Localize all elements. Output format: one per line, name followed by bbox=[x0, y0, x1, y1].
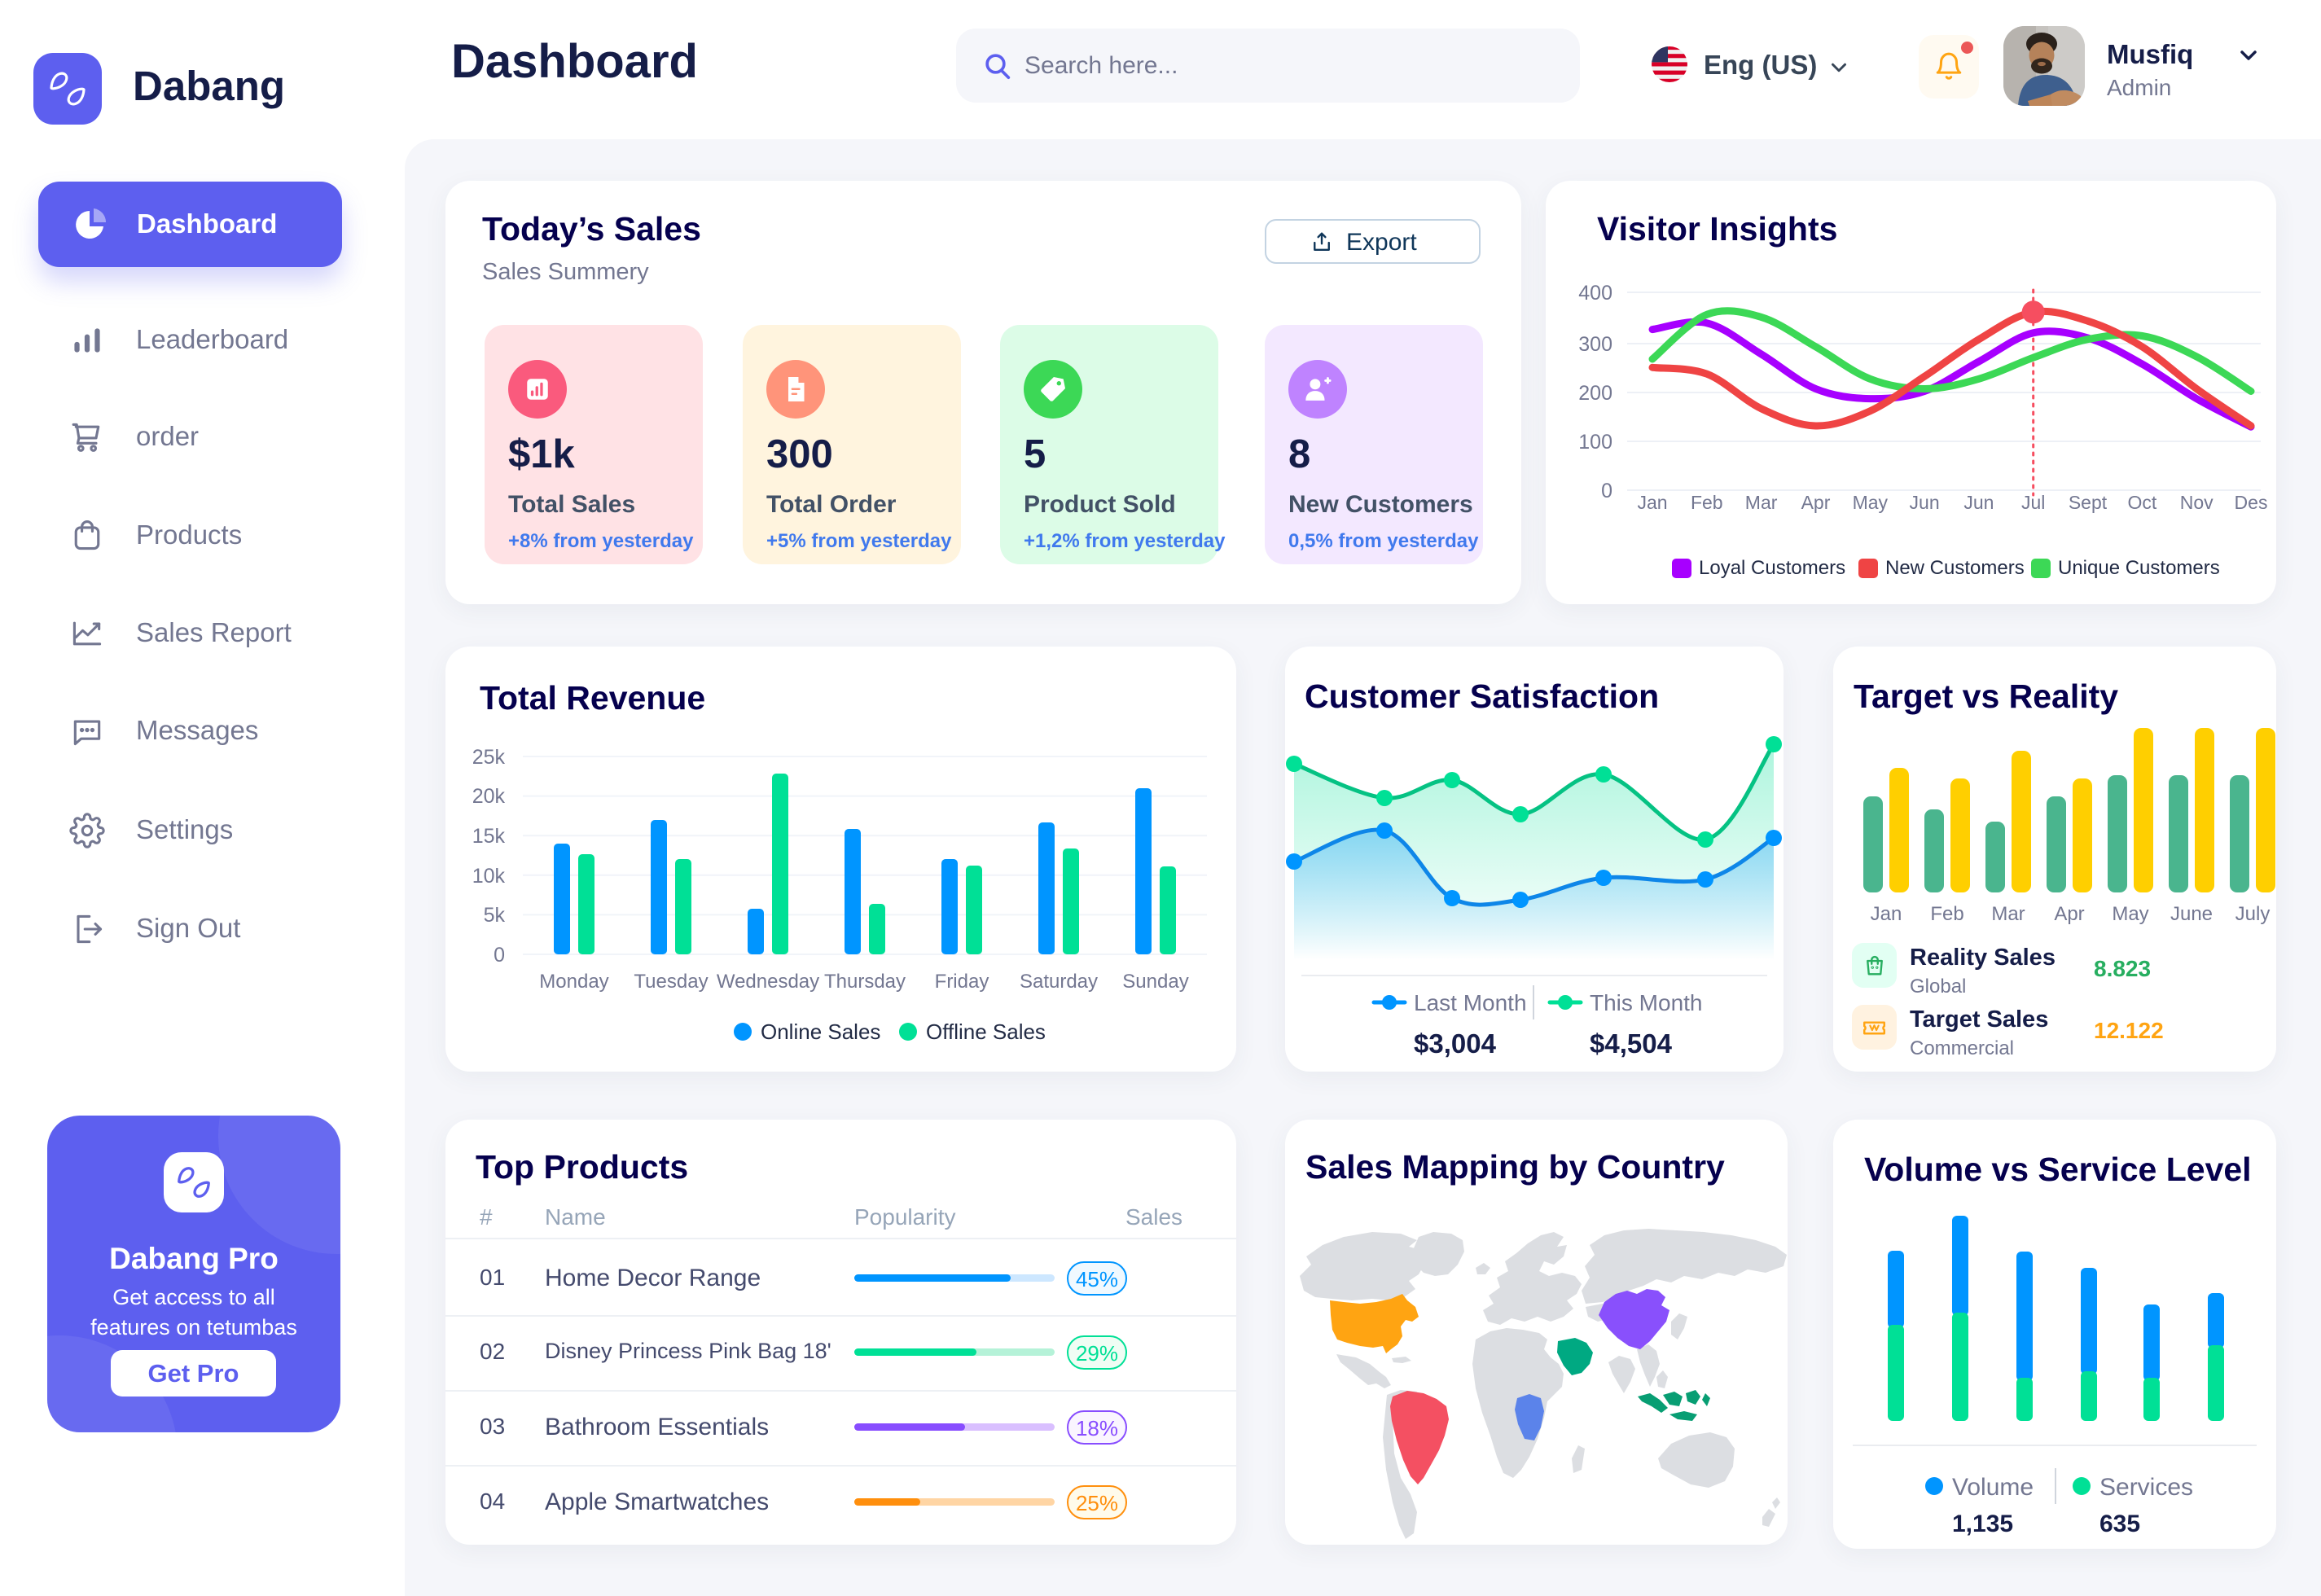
svg-text:$4,504: $4,504 bbox=[1590, 1028, 1673, 1059]
svg-text:Friday: Friday bbox=[935, 971, 989, 993]
svg-text:Jan: Jan bbox=[1871, 903, 1902, 925]
svg-text:Saturday: Saturday bbox=[1020, 971, 1098, 993]
svg-text:May: May bbox=[2112, 903, 2148, 925]
svg-text:1,135: 1,135 bbox=[1952, 1510, 2013, 1537]
svg-text:May: May bbox=[1853, 492, 1889, 513]
svg-text:Apr: Apr bbox=[1801, 492, 1831, 513]
svg-text:20k: 20k bbox=[472, 785, 506, 808]
svg-text:Mar: Mar bbox=[1745, 492, 1778, 513]
svg-text:100: 100 bbox=[1578, 431, 1612, 454]
svg-text:Offline Sales: Offline Sales bbox=[926, 1019, 1046, 1044]
svg-text:Sunday: Sunday bbox=[1122, 971, 1188, 993]
svg-text:200: 200 bbox=[1578, 382, 1612, 405]
svg-text:June: June bbox=[2170, 903, 2213, 925]
svg-text:Jan: Jan bbox=[1637, 492, 1667, 513]
svg-text:Last Month: Last Month bbox=[1414, 990, 1527, 1015]
svg-text:Unique Customers: Unique Customers bbox=[2058, 557, 2220, 579]
svg-text:5k: 5k bbox=[484, 904, 506, 927]
svg-text:15k: 15k bbox=[472, 825, 506, 848]
svg-text:Jun: Jun bbox=[1963, 492, 1994, 513]
svg-text:Mar: Mar bbox=[1991, 903, 2025, 925]
svg-text:This Month: This Month bbox=[1590, 990, 1703, 1015]
svg-text:0: 0 bbox=[1601, 480, 1612, 502]
svg-text:Loyal Customers: Loyal Customers bbox=[1699, 557, 1845, 579]
svg-text:25k: 25k bbox=[472, 746, 506, 769]
svg-text:Monday: Monday bbox=[539, 971, 608, 993]
svg-text:10k: 10k bbox=[472, 865, 506, 888]
svg-text:300: 300 bbox=[1578, 333, 1612, 356]
svg-text:Jun: Jun bbox=[1910, 492, 1940, 513]
svg-text:Sept: Sept bbox=[2069, 492, 2108, 513]
svg-text:Jul: Jul bbox=[2021, 492, 2045, 513]
svg-text:Tuesday: Tuesday bbox=[634, 971, 708, 993]
svg-text:Apr: Apr bbox=[2054, 903, 2084, 925]
svg-text:Feb: Feb bbox=[1691, 492, 1723, 513]
svg-text:Thursday: Thursday bbox=[824, 971, 906, 993]
svg-text:Services: Services bbox=[2099, 1474, 2193, 1501]
svg-text:0: 0 bbox=[494, 944, 505, 967]
svg-text:Nov: Nov bbox=[2180, 492, 2214, 513]
svg-text:$3,004: $3,004 bbox=[1414, 1028, 1497, 1059]
svg-text:400: 400 bbox=[1578, 282, 1612, 305]
svg-text:Oct: Oct bbox=[2128, 492, 2157, 513]
svg-text:Feb: Feb bbox=[1930, 903, 1963, 925]
svg-text:Online Sales: Online Sales bbox=[761, 1019, 880, 1044]
svg-text:July: July bbox=[2235, 903, 2271, 925]
svg-text:635: 635 bbox=[2099, 1510, 2140, 1537]
svg-text:Des: Des bbox=[2235, 492, 2268, 513]
svg-text:New Customers: New Customers bbox=[1885, 557, 2025, 579]
svg-text:Volume: Volume bbox=[1952, 1474, 2034, 1501]
svg-text:Wednesday: Wednesday bbox=[717, 971, 819, 993]
